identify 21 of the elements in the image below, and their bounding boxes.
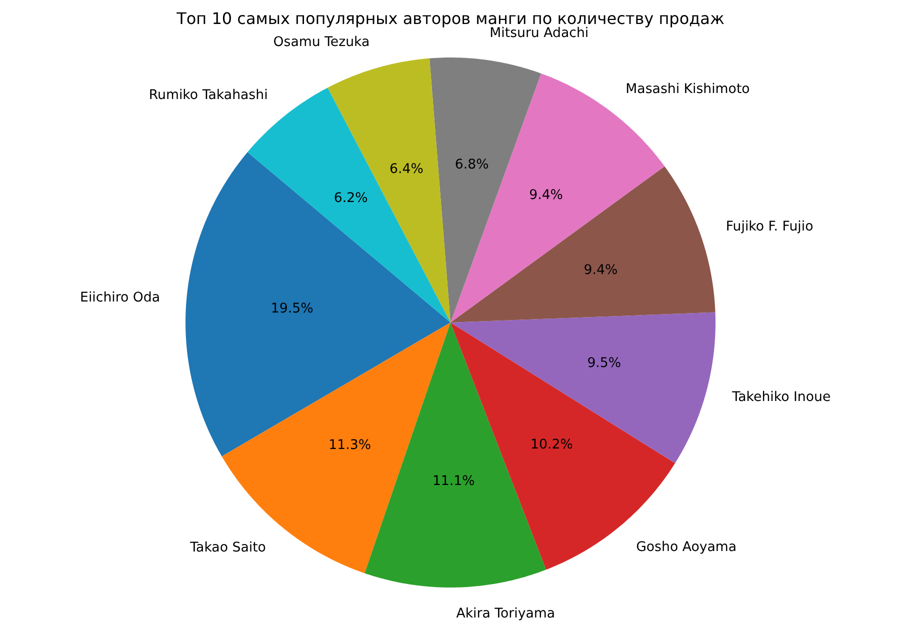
slice-label: Osamu Tezuka <box>273 34 370 50</box>
data-label: 11.1% <box>432 474 475 489</box>
slice-label: Akira Toriyama <box>456 606 556 622</box>
slice-label: Masashi Kishimoto <box>626 82 750 97</box>
data-label: 6.8% <box>454 157 489 172</box>
data-label: 11.3% <box>328 438 372 454</box>
slice-label: Gosho Aoyama <box>636 540 737 555</box>
data-label: 9.4% <box>529 188 563 203</box>
slice-label: Takehiko Inoue <box>731 390 831 406</box>
data-label: 10.2% <box>530 438 573 453</box>
chart-title: Топ 10 самых популярных авторов манги по количеству продаж <box>176 9 724 28</box>
slice-label: Mitsuru Adachi <box>490 26 589 42</box>
data-label: 9.4% <box>584 262 618 278</box>
slice-label: Takao Saito <box>189 540 266 556</box>
slice-label: Fujiko F. Fujio <box>726 219 814 234</box>
data-label: 6.2% <box>334 191 368 206</box>
data-label: 9.5% <box>587 356 622 371</box>
slice-label: Eiichiro Oda <box>80 290 160 306</box>
slice-label: Rumiko Takahashi <box>148 88 268 103</box>
data-label: 19.5% <box>270 302 314 317</box>
data-label: 6.4% <box>390 162 424 178</box>
